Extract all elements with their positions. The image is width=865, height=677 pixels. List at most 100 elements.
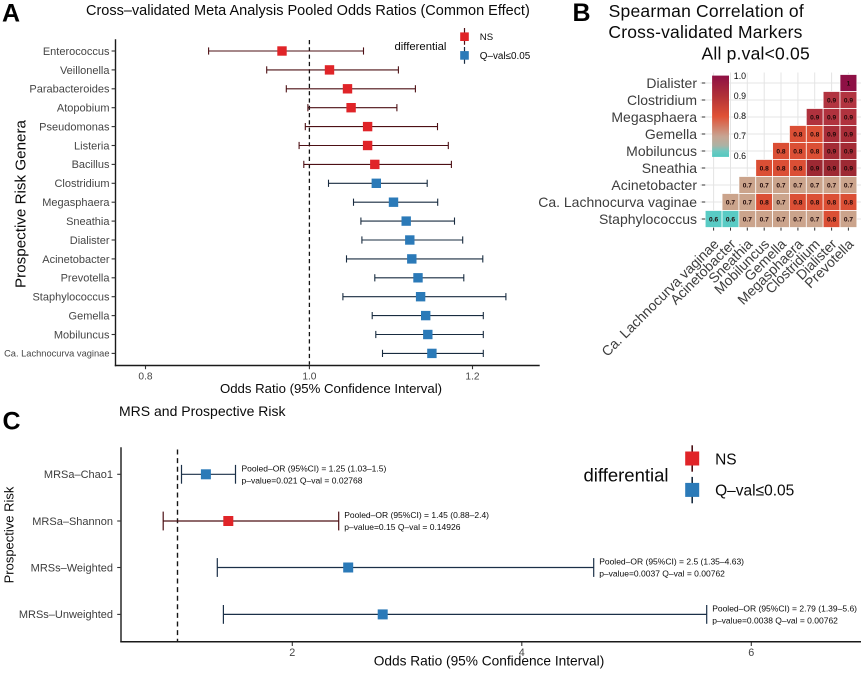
svg-text:Listeria: Listeria (74, 140, 110, 152)
svg-text:Pooled–OR (95%CI) = 2.79 (1.39: Pooled–OR (95%CI) = 2.79 (1.39–5.6) (712, 604, 857, 614)
svg-text:Acinetobacter: Acinetobacter (611, 177, 697, 193)
svg-text:0.7: 0.7 (793, 216, 802, 223)
svg-text:Bacillus: Bacillus (72, 159, 110, 171)
svg-text:0.6: 0.6 (726, 216, 735, 223)
svg-text:C: C (3, 408, 21, 436)
svg-text:Parabacteroides: Parabacteroides (29, 84, 110, 96)
svg-text:Gemella: Gemella (645, 126, 697, 142)
svg-text:p–value=0.15 Q–val = 0.14926: p–value=0.15 Q–val = 0.14926 (344, 522, 461, 532)
svg-text:Dialister: Dialister (646, 75, 697, 91)
svg-text:0.9: 0.9 (734, 91, 746, 101)
svg-text:0.7: 0.7 (776, 216, 785, 223)
svg-text:0.8: 0.8 (827, 216, 836, 223)
svg-text:B: B (573, 0, 591, 27)
svg-text:Q–val≤0.05: Q–val≤0.05 (480, 51, 531, 62)
svg-text:Sneathia: Sneathia (642, 160, 697, 176)
svg-text:Megasphaera: Megasphaera (42, 197, 110, 209)
svg-text:Odds Ratio (95% Confidence Int: Odds Ratio (95% Confidence Interval) (220, 381, 442, 396)
svg-text:0.7: 0.7 (827, 182, 836, 189)
svg-text:0.7: 0.7 (743, 216, 752, 223)
svg-text:0.8: 0.8 (793, 199, 802, 206)
svg-text:0.9: 0.9 (827, 114, 836, 121)
svg-text:0.9: 0.9 (844, 148, 853, 155)
svg-text:MRSs–Unweighted: MRSs–Unweighted (19, 609, 113, 621)
svg-text:Acinetobacter: Acinetobacter (42, 254, 110, 266)
svg-text:Enterococcus: Enterococcus (43, 46, 110, 58)
svg-text:NS: NS (715, 451, 737, 468)
svg-text:0.9: 0.9 (844, 97, 853, 104)
svg-text:Veillonella: Veillonella (60, 65, 110, 77)
svg-text:0.8: 0.8 (810, 131, 819, 138)
svg-text:MRSa–Chao1: MRSa–Chao1 (44, 469, 113, 481)
svg-text:0.8: 0.8 (760, 165, 769, 172)
svg-text:differential: differential (395, 41, 447, 53)
svg-text:0.8: 0.8 (793, 148, 802, 155)
svg-text:Prospective Risk Genera: Prospective Risk Genera (13, 119, 30, 288)
svg-text:Pooled–OR (95%CI) = 1.45 (0.88: Pooled–OR (95%CI) = 1.45 (0.88–2.4) (344, 510, 489, 520)
svg-text:Staphylococcus: Staphylococcus (32, 292, 110, 304)
svg-text:0.7: 0.7 (734, 131, 746, 141)
svg-text:0.7: 0.7 (776, 199, 785, 206)
svg-text:0.8: 0.8 (776, 165, 785, 172)
svg-text:0.8: 0.8 (810, 199, 819, 206)
svg-text:1.2: 1.2 (465, 372, 479, 383)
svg-text:0.8: 0.8 (760, 199, 769, 206)
svg-text:A: A (2, 0, 20, 27)
svg-text:Pooled–OR (95%CI) = 1.25 (1.03: Pooled–OR (95%CI) = 1.25 (1.03–1.5) (242, 463, 387, 473)
svg-text:0.8: 0.8 (734, 111, 746, 121)
svg-text:p–value=0.021 Q–val = 0.02768: p–value=0.021 Q–val = 0.02768 (242, 476, 363, 486)
svg-text:0.7: 0.7 (810, 182, 819, 189)
svg-text:0.7: 0.7 (810, 216, 819, 223)
svg-text:1.0: 1.0 (302, 372, 316, 383)
svg-text:Pooled–OR (95%CI) = 2.5 (1.35–: Pooled–OR (95%CI) = 2.5 (1.35–4.63) (599, 557, 744, 567)
svg-text:6: 6 (748, 647, 754, 659)
svg-text:p–value=0.0038 Q–val = 0.00762: p–value=0.0038 Q–val = 0.00762 (712, 616, 838, 626)
svg-text:Spearman Correlation of: Spearman Correlation of (609, 1, 804, 21)
svg-text:2: 2 (289, 647, 295, 659)
svg-text:Mobiluncus: Mobiluncus (54, 329, 110, 341)
svg-text:0.7: 0.7 (726, 199, 735, 206)
svg-text:0.7: 0.7 (760, 216, 769, 223)
svg-text:0.9: 0.9 (827, 97, 836, 104)
svg-text:0.9: 0.9 (844, 114, 853, 121)
svg-text:Gemella: Gemella (69, 311, 111, 323)
svg-text:Clostridium: Clostridium (627, 92, 697, 108)
svg-text:Dialister: Dialister (70, 235, 110, 247)
svg-text:Prevotella: Prevotella (61, 273, 111, 285)
svg-text:0.8: 0.8 (827, 199, 836, 206)
svg-text:MRS and Prospective Risk: MRS and Prospective Risk (119, 403, 287, 419)
svg-text:0.6: 0.6 (734, 151, 746, 161)
svg-text:0.9: 0.9 (827, 165, 836, 172)
svg-text:MRSa–Shannon: MRSa–Shannon (32, 516, 113, 528)
svg-text:0.7: 0.7 (844, 182, 853, 189)
svg-text:0.9: 0.9 (827, 148, 836, 155)
svg-text:0.8: 0.8 (844, 199, 853, 206)
svg-text:Sneathia: Sneathia (66, 216, 110, 228)
svg-text:0.9: 0.9 (810, 165, 819, 172)
svg-text:All p.val<0.05: All p.val<0.05 (702, 44, 810, 64)
svg-text:0.8: 0.8 (810, 148, 819, 155)
svg-text:Cross–validated Meta Analysis: Cross–validated Meta Analysis Pooled Odd… (86, 3, 530, 19)
svg-text:0.9: 0.9 (827, 131, 836, 138)
svg-text:0.9: 0.9 (810, 114, 819, 121)
svg-text:0.7: 0.7 (844, 216, 853, 223)
svg-text:Ca. Lachnocurva vaginae: Ca. Lachnocurva vaginae (4, 349, 109, 359)
svg-text:Staphylococcus: Staphylococcus (599, 211, 697, 227)
svg-text:0.8: 0.8 (138, 372, 152, 383)
svg-text:Pseudomonas: Pseudomonas (39, 121, 110, 133)
svg-text:p–value=0.0037 Q–val = 0.00762: p–value=0.0037 Q–val = 0.00762 (599, 569, 725, 579)
svg-text:0.8: 0.8 (793, 165, 802, 172)
svg-text:4: 4 (519, 647, 525, 659)
svg-text:Ca. Lachnocurva vaginae: Ca. Lachnocurva vaginae (538, 194, 697, 210)
svg-text:0.9: 0.9 (844, 131, 853, 138)
svg-text:Clostridium: Clostridium (54, 178, 109, 190)
svg-text:0.7: 0.7 (793, 182, 802, 189)
svg-text:differential: differential (584, 465, 669, 486)
svg-text:0.6: 0.6 (709, 216, 718, 223)
svg-text:0.8: 0.8 (793, 131, 802, 138)
svg-text:Odds Ratio (95% Confidence Int: Odds Ratio (95% Confidence Interval) (374, 654, 605, 669)
svg-text:Atopobium: Atopobium (57, 103, 110, 115)
svg-text:NS: NS (480, 32, 493, 43)
svg-text:0.8: 0.8 (776, 148, 785, 155)
svg-text:Megasphaera: Megasphaera (611, 109, 697, 125)
